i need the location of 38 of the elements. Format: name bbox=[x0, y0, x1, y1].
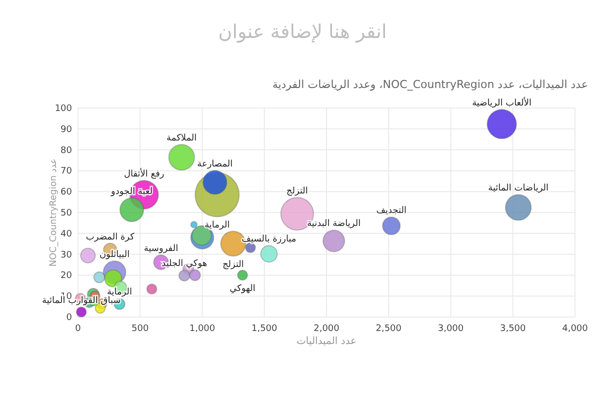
annotation: الفروسية bbox=[144, 244, 178, 254]
y-tick-label: 90 bbox=[60, 124, 72, 135]
y-axis-title: عدد NOC_CountryRegion bbox=[49, 158, 59, 267]
chart-subtitle: عدد الميداليات، عدد NOC_CountryRegion، وعدد الرياضات الفردية bbox=[272, 78, 588, 91]
x-tick-label: 1,500 bbox=[251, 324, 278, 334]
annotation: المصارعة bbox=[197, 160, 233, 170]
x-tick-label: 1,000 bbox=[189, 324, 216, 334]
annotation: الرماية bbox=[204, 220, 230, 231]
x-tick-label: 2,500 bbox=[376, 324, 402, 334]
annotation: التزلج bbox=[222, 260, 244, 270]
x-tick-label: 500 bbox=[132, 324, 149, 334]
y-tick-label: 60 bbox=[60, 188, 72, 198]
annotation: الألعاب الرياضية bbox=[472, 96, 532, 108]
x-tick-label: 3,000 bbox=[438, 324, 464, 334]
x-axis-title: عدد الميداليات bbox=[296, 336, 357, 347]
annotation: الرياضة البدنية bbox=[307, 219, 361, 230]
x-tick-label: 3,500 bbox=[500, 324, 526, 334]
chart-title: انقر هنا لإضافة عنوان bbox=[218, 21, 387, 43]
x-tick-label: 4,000 bbox=[562, 324, 588, 334]
y-tick-label: 40 bbox=[60, 229, 72, 240]
annotation: البياثلون bbox=[99, 250, 130, 260]
y-tick-label: 0 bbox=[66, 313, 72, 323]
annotation: الهوكي bbox=[230, 284, 256, 294]
annotation: الرياضات المائية bbox=[488, 184, 549, 194]
y-tick-label: 20 bbox=[60, 271, 72, 282]
annotation: التزلج bbox=[286, 186, 308, 196]
x-tick-label: 2,000 bbox=[314, 324, 340, 334]
annotation: رفع الأثقال bbox=[124, 167, 164, 180]
y-tick-label: 50 bbox=[60, 208, 72, 218]
y-tick-label: 30 bbox=[60, 250, 72, 260]
y-tick-label: 80 bbox=[60, 146, 72, 156]
annotation: الرماية bbox=[106, 288, 132, 298]
annotation: الملاكمة bbox=[166, 133, 197, 144]
annotation: كرة المضرب bbox=[86, 232, 136, 242]
x-tick-label: 0 bbox=[75, 324, 82, 334]
annotation: التجديف bbox=[376, 206, 407, 216]
y-tick-label: 100 bbox=[54, 104, 72, 114]
y-tick-label: 70 bbox=[60, 166, 72, 177]
